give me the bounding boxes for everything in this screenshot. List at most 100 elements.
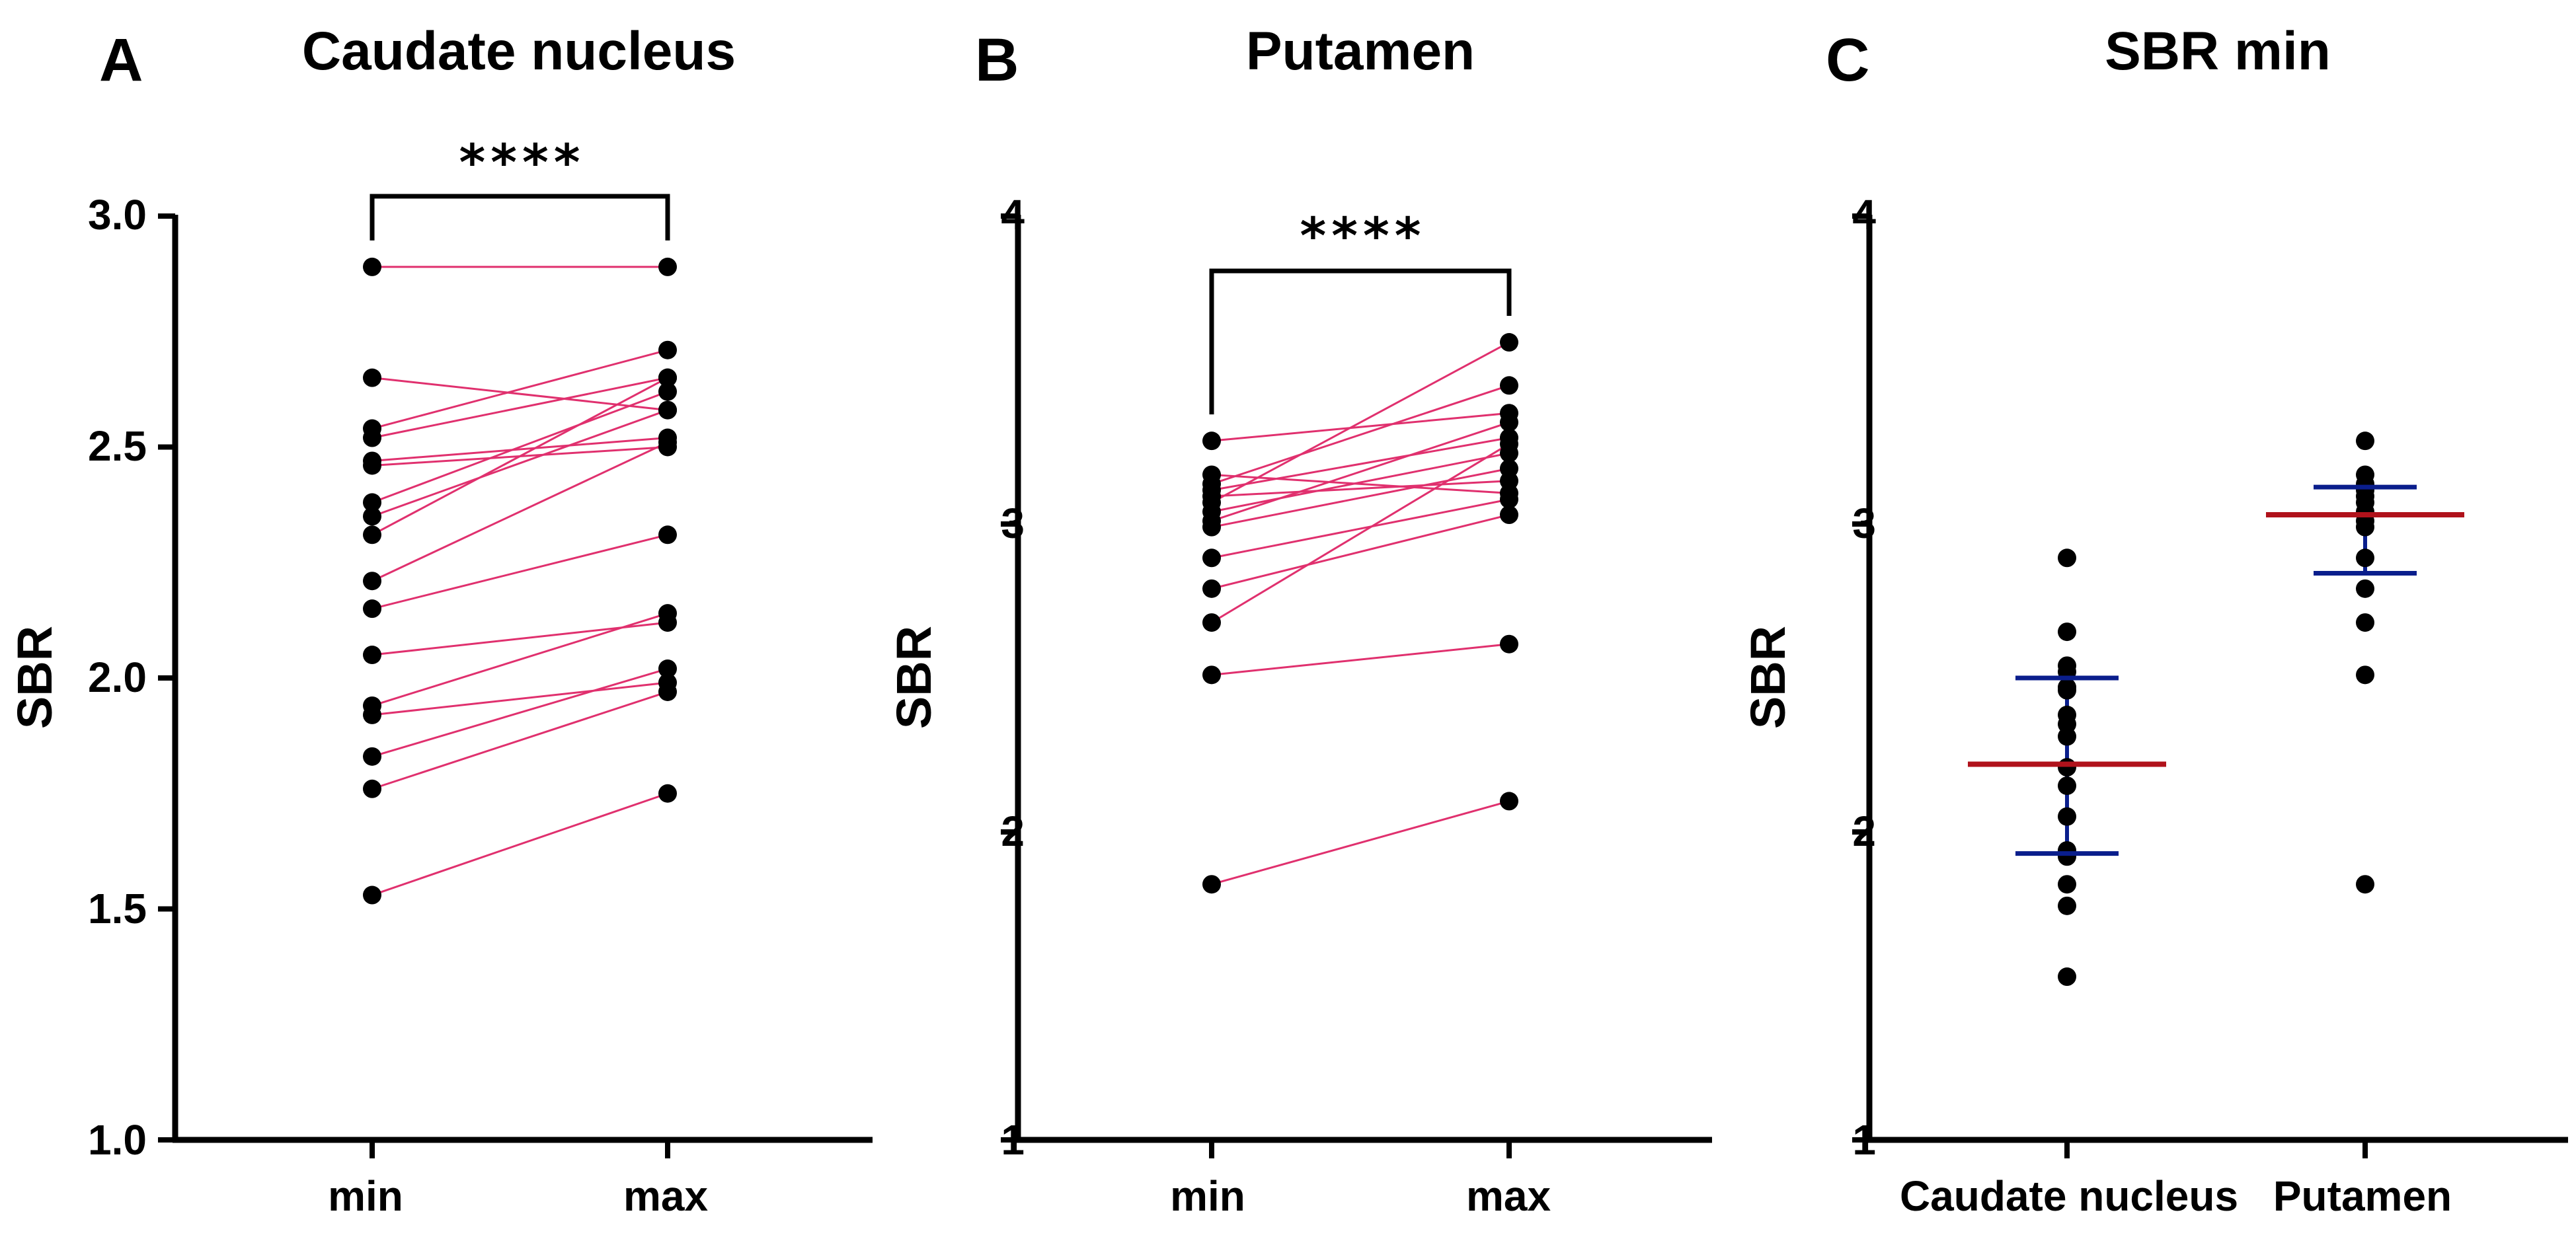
pair-line xyxy=(1211,643,1510,676)
data-point-min xyxy=(1202,875,1221,894)
y-tick-label: 2.0 xyxy=(88,654,147,701)
data-point-min xyxy=(363,493,381,512)
data-point-min xyxy=(1202,517,1221,537)
pair-line xyxy=(371,377,668,536)
x-category-label: max xyxy=(623,1172,709,1220)
data-point xyxy=(2058,681,2076,700)
pair-line xyxy=(371,409,668,517)
data-point-min xyxy=(363,572,381,591)
data-point xyxy=(2058,758,2076,777)
panel-title: Caudate nucleus xyxy=(302,21,736,81)
data-point-max xyxy=(1500,413,1518,432)
data-point-min xyxy=(363,705,381,724)
data-point-min xyxy=(363,885,381,905)
data-point xyxy=(2356,665,2374,685)
data-point-max xyxy=(658,433,677,452)
pair-line xyxy=(371,612,668,707)
pair-line xyxy=(1211,498,1510,559)
data-point-max xyxy=(658,525,677,544)
data-point-min xyxy=(1202,665,1221,685)
panel-letter: B xyxy=(975,26,1019,94)
data-point xyxy=(2356,875,2374,894)
data-point-max xyxy=(1500,506,1518,525)
pair-line xyxy=(1211,437,1510,492)
pair-line xyxy=(1211,443,1510,624)
pair-line xyxy=(371,377,668,439)
pair-line xyxy=(1211,467,1510,529)
data-point-max xyxy=(658,382,677,401)
data-point-min xyxy=(363,599,381,619)
pair-line xyxy=(371,349,668,430)
data-point-max xyxy=(658,368,677,387)
data-point-min xyxy=(1202,548,1221,568)
data-point-min xyxy=(363,646,381,665)
data-point-max xyxy=(658,659,677,679)
data-point xyxy=(2356,517,2374,537)
data-point xyxy=(2058,875,2076,894)
data-point-max xyxy=(1500,376,1518,395)
data-point xyxy=(2058,622,2076,642)
x-category-label: min xyxy=(1170,1172,1245,1220)
data-point xyxy=(2058,776,2076,796)
panel-title: Putamen xyxy=(1246,21,1475,81)
pair-line xyxy=(1211,412,1510,442)
data-point-min xyxy=(1202,613,1221,632)
panel-letter: C xyxy=(1826,26,1869,94)
data-point-min xyxy=(363,257,381,276)
y-axis-label: SBR xyxy=(7,626,62,729)
pair-line xyxy=(371,437,668,462)
significance-label: **** xyxy=(459,133,586,192)
pair-line xyxy=(371,681,668,716)
pair-line xyxy=(371,533,668,610)
pair-line xyxy=(1211,473,1510,494)
pair-line xyxy=(1211,480,1510,498)
data-point xyxy=(2058,807,2076,826)
data-point-max xyxy=(658,257,677,276)
x-category-label: min xyxy=(328,1172,403,1220)
pair-line xyxy=(371,377,668,412)
pair-line xyxy=(1211,341,1510,504)
panel-b: B Putamen SBR 1 2 3 4 min max **** xyxy=(886,21,1712,1220)
pair-line xyxy=(371,792,668,896)
pair-line xyxy=(371,667,668,758)
panel-c: C SBR min SBR 1 2 3 4 Caudate nucleus Pu… xyxy=(1740,21,2568,1220)
y-axis-label: SBR xyxy=(1740,626,1795,729)
pair-line xyxy=(371,391,668,504)
y-tick-label: 2.5 xyxy=(88,422,147,470)
significance-bracket xyxy=(370,194,670,241)
data-point xyxy=(2356,579,2374,598)
data-point-min xyxy=(363,747,381,766)
data-point xyxy=(2058,896,2076,915)
significance-bracket xyxy=(1209,268,1512,415)
pair-line xyxy=(1211,800,1510,885)
y-tick-label: 1.5 xyxy=(88,885,147,932)
pair-line xyxy=(1211,452,1510,513)
data-point-max xyxy=(1500,434,1518,453)
data-point-min xyxy=(363,779,381,798)
pair-line xyxy=(1211,513,1510,590)
data-point-min xyxy=(1202,432,1221,451)
data-point-max xyxy=(658,784,677,803)
data-point xyxy=(2058,847,2076,866)
data-point-min xyxy=(1202,579,1221,598)
pair-line xyxy=(1211,421,1510,522)
data-point-max xyxy=(1500,459,1518,478)
y-tick-label: 1.0 xyxy=(88,1116,147,1164)
data-point xyxy=(2356,548,2374,568)
data-point-max xyxy=(658,400,677,420)
panel-a: A Caudate nucleus SBR 1.0 1.5 2.0 2.5 3.… xyxy=(7,21,873,1220)
data-point-max xyxy=(658,682,677,701)
data-point-max xyxy=(1500,333,1518,352)
data-point-min xyxy=(363,507,381,526)
pair-line xyxy=(371,441,668,582)
y-tick-label: 3.0 xyxy=(88,191,147,239)
data-point-max xyxy=(1500,634,1518,654)
data-point-min xyxy=(363,456,381,475)
data-point-min xyxy=(363,368,381,387)
y-axis-label: SBR xyxy=(886,626,941,729)
panel-letter: A xyxy=(99,26,143,94)
pair-line xyxy=(1211,384,1510,485)
data-point-max xyxy=(1500,490,1518,509)
data-point-min xyxy=(363,525,381,544)
